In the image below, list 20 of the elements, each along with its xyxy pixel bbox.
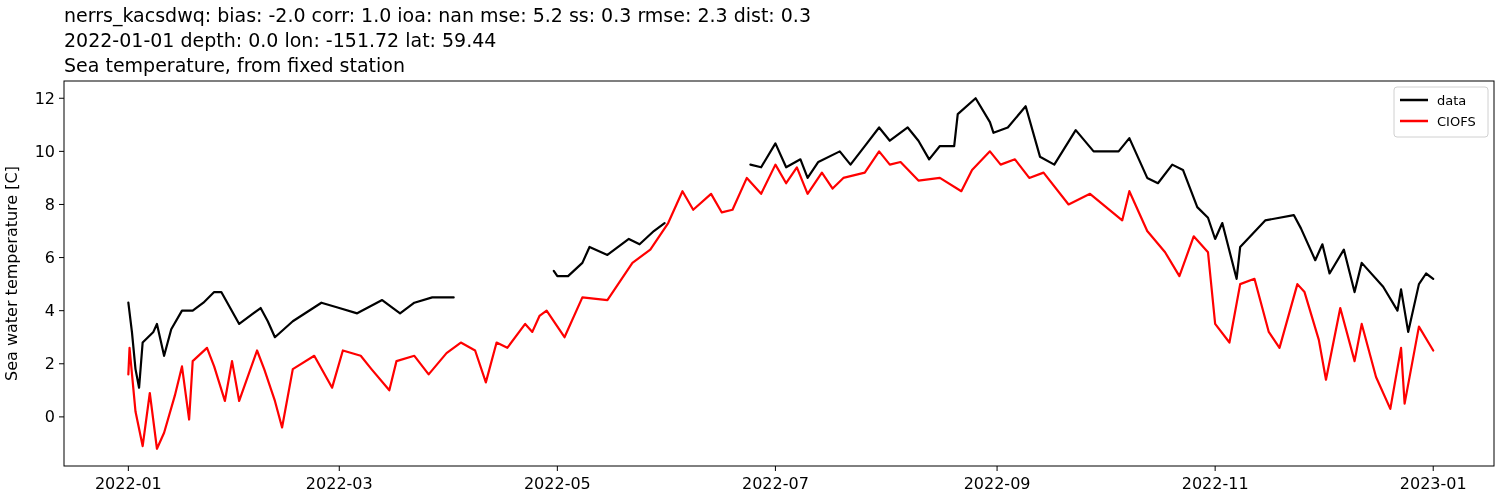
x-tick-label: 2022-05 — [523, 474, 591, 493]
y-tick-label: 12 — [34, 88, 55, 108]
y-tick-label: 2 — [44, 354, 55, 374]
x-tick-label: 2022-03 — [305, 474, 373, 493]
y-axis-title: Sea water temperature [C] — [2, 166, 21, 381]
y-tick-label: 6 — [44, 248, 55, 268]
y-tick-label: 4 — [44, 301, 55, 321]
y-tick-label: 8 — [44, 195, 55, 215]
chart-title: nerrs_kacsdwq: bias: -2.0 corr: 1.0 ioa: nan mse: 5.2 ss: 0.3 rmse: 2.3 dist: 0.3 — [64, 4, 811, 27]
legend-label: CIOFS — [1437, 113, 1476, 129]
x-tick-label: 2022-07 — [742, 474, 809, 493]
x-tick-label: 2022-11 — [1181, 474, 1249, 493]
x-tick-label: 2023-01 — [1399, 474, 1467, 493]
x-tick-label: 2022-09 — [963, 474, 1031, 493]
x-tick-label: 2022-01 — [94, 474, 162, 493]
legend-label: data — [1437, 92, 1467, 108]
line-series — [127, 150, 1435, 450]
y-tick-label: 10 — [34, 141, 55, 161]
y-tick-label: 0 — [44, 407, 55, 427]
chart-subtitle: 2022-01-01 depth: 0.0 lon: -151.72 lat: 59.44 Sea temperature, from fixed station — [64, 29, 497, 76]
